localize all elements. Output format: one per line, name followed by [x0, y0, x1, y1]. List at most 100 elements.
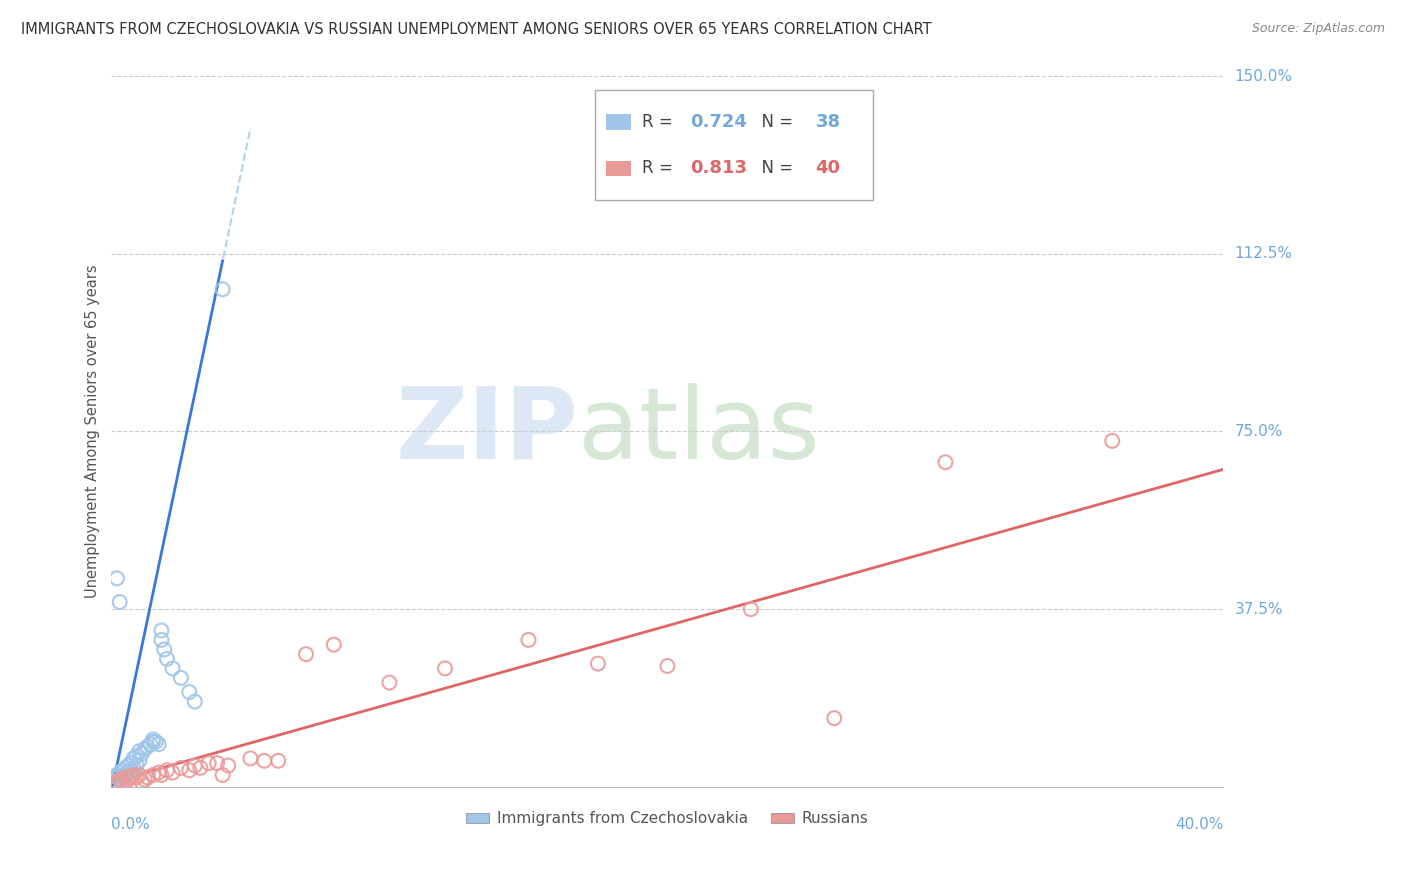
Point: [120, 764, 142, 778]
Point: [105, 768, 128, 782]
Text: N =: N =: [751, 113, 799, 131]
FancyBboxPatch shape: [606, 161, 631, 177]
Point: [211, 282, 233, 296]
Point: [139, 737, 162, 751]
Point: [103, 775, 125, 789]
Text: 112.5%: 112.5%: [1234, 246, 1292, 261]
Point: [197, 756, 219, 771]
Text: 0.813: 0.813: [690, 160, 747, 178]
Point: [205, 756, 228, 771]
Point: [740, 602, 762, 616]
Text: 75.0%: 75.0%: [1234, 424, 1282, 439]
Text: 38: 38: [815, 113, 841, 131]
Text: 40: 40: [815, 160, 841, 178]
Point: [125, 770, 148, 784]
Point: [122, 751, 145, 765]
Point: [117, 772, 139, 787]
Point: [111, 770, 134, 784]
FancyBboxPatch shape: [606, 114, 631, 130]
Point: [105, 770, 128, 784]
Point: [253, 754, 276, 768]
Point: [142, 768, 165, 782]
Point: [239, 751, 262, 765]
Point: [657, 659, 679, 673]
Point: [131, 775, 153, 789]
Point: [134, 742, 156, 756]
Text: 150.0%: 150.0%: [1234, 69, 1292, 84]
Point: [125, 758, 148, 772]
Point: [179, 685, 201, 699]
Text: Source: ZipAtlas.com: Source: ZipAtlas.com: [1251, 22, 1385, 36]
Point: [156, 652, 179, 666]
Point: [170, 671, 193, 685]
Point: [117, 758, 139, 772]
Text: R =: R =: [643, 113, 678, 131]
Point: [111, 775, 134, 789]
Point: [295, 647, 318, 661]
Point: [105, 775, 128, 789]
Text: R =: R =: [643, 160, 678, 178]
Point: [117, 765, 139, 780]
Point: [114, 761, 136, 775]
Point: [211, 768, 233, 782]
Point: [184, 758, 207, 772]
Point: [1101, 434, 1123, 448]
Text: ZIP: ZIP: [395, 383, 578, 480]
Point: [142, 735, 165, 749]
Point: [108, 772, 131, 787]
FancyBboxPatch shape: [595, 90, 873, 201]
Text: atlas: atlas: [578, 383, 820, 480]
Point: [114, 768, 136, 782]
Point: [150, 632, 173, 647]
Point: [517, 632, 540, 647]
Point: [122, 761, 145, 775]
Point: [125, 749, 148, 764]
Point: [134, 772, 156, 787]
Text: 0.724: 0.724: [690, 113, 747, 131]
Point: [142, 732, 165, 747]
Text: 40.0%: 40.0%: [1175, 817, 1223, 832]
Point: [184, 694, 207, 708]
Point: [145, 735, 167, 749]
Point: [823, 711, 845, 725]
Point: [586, 657, 609, 671]
Point: [136, 739, 159, 754]
Point: [114, 770, 136, 784]
Y-axis label: Unemployment Among Seniors over 65 years: Unemployment Among Seniors over 65 years: [86, 265, 100, 599]
Point: [934, 455, 956, 469]
Point: [122, 768, 145, 782]
Point: [156, 764, 179, 778]
Point: [148, 765, 170, 780]
Point: [162, 765, 184, 780]
Point: [148, 737, 170, 751]
Point: [136, 770, 159, 784]
Point: [190, 761, 212, 775]
Point: [120, 770, 142, 784]
Point: [179, 764, 201, 778]
Point: [108, 595, 131, 609]
Point: [378, 675, 401, 690]
Text: 37.5%: 37.5%: [1234, 601, 1284, 616]
Point: [108, 772, 131, 787]
Point: [108, 765, 131, 780]
Point: [170, 761, 193, 775]
Text: IMMIGRANTS FROM CZECHOSLOVAKIA VS RUSSIAN UNEMPLOYMENT AMONG SENIORS OVER 65 YEA: IMMIGRANTS FROM CZECHOSLOVAKIA VS RUSSIA…: [21, 22, 932, 37]
Point: [128, 768, 150, 782]
Text: N =: N =: [751, 160, 799, 178]
Point: [103, 777, 125, 791]
Legend: Immigrants from Czechoslovakia, Russians: Immigrants from Czechoslovakia, Russians: [460, 805, 875, 832]
Point: [111, 764, 134, 778]
Point: [150, 624, 173, 638]
Point: [128, 744, 150, 758]
Point: [217, 758, 239, 772]
Point: [120, 756, 142, 771]
Point: [153, 642, 176, 657]
Point: [162, 661, 184, 675]
Point: [128, 754, 150, 768]
Point: [322, 638, 344, 652]
Point: [434, 661, 457, 675]
Text: 0.0%: 0.0%: [111, 817, 150, 832]
Point: [150, 768, 173, 782]
Point: [131, 747, 153, 761]
Point: [267, 754, 290, 768]
